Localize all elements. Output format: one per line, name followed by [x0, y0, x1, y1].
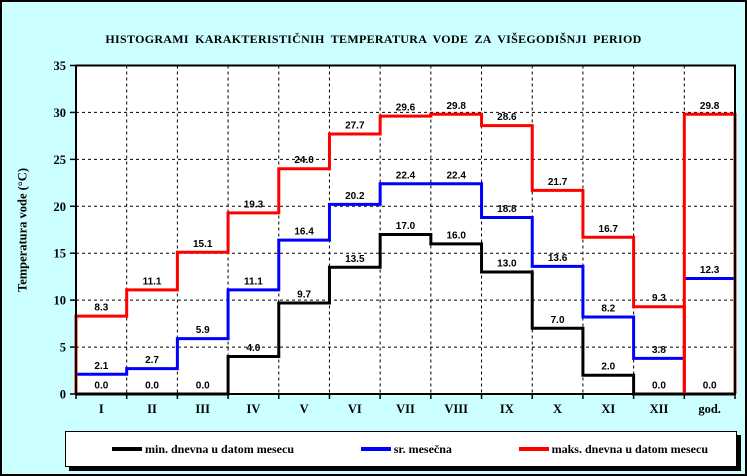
- x-tick-label: IV: [246, 402, 260, 416]
- y-tick-label: 30: [54, 106, 67, 120]
- x-tick-label: VI: [348, 402, 362, 416]
- y-tick-label: 5: [60, 341, 66, 355]
- chart-title: HISTOGRAMI KARAKTERISTIČNIH TEMPERATURA …: [105, 32, 642, 46]
- value-label: 8.3: [94, 303, 108, 314]
- value-label: 22.4: [446, 170, 466, 181]
- value-label: 0.0: [94, 381, 108, 392]
- value-label: 8.2: [601, 304, 615, 315]
- value-label: 0.0: [196, 381, 210, 392]
- x-tick-label: I: [99, 402, 104, 416]
- y-tick-label: 10: [54, 294, 67, 308]
- y-tick-label: 25: [54, 153, 67, 167]
- series-line-0: [76, 232, 685, 396]
- value-label: 9.3: [652, 293, 666, 304]
- value-label: 28.6: [497, 112, 517, 123]
- value-label: 13.5: [345, 254, 365, 265]
- y-tick-labels: 0 5 10 15 20 25 30 35: [54, 59, 67, 402]
- y-tick-label: 35: [54, 59, 67, 73]
- x-tick-label: X: [553, 402, 562, 416]
- value-label-annual: 29.8: [700, 101, 720, 112]
- x-tick-labels: I II III IV V VI VII VIII IX X XI XII god.: [99, 402, 721, 416]
- value-label: 5.9: [196, 325, 210, 336]
- value-label-annual: 0.0: [703, 381, 717, 392]
- value-labels: 0.0 0.0 0.0 4.0 9.7 13.5 17.0 16.0 13.0 7.0 2.0 0.0…: [94, 101, 719, 392]
- value-label: 11.1: [143, 276, 162, 287]
- value-label: 16.7: [599, 224, 619, 235]
- x-tick-label: XI: [601, 402, 615, 416]
- value-label: 13.6: [548, 253, 568, 264]
- x-tick-label: VII: [396, 402, 415, 416]
- value-label: 2.7: [145, 355, 159, 366]
- value-label: 22.4: [396, 170, 416, 181]
- value-label: 29.6: [396, 103, 416, 114]
- x-tick-label: IX: [500, 402, 514, 416]
- value-label: 16.0: [446, 230, 466, 241]
- value-label: 27.7: [345, 121, 365, 132]
- value-label: 2.1: [94, 361, 108, 372]
- value-label: 7.0: [551, 315, 565, 326]
- value-label: 13.0: [497, 258, 517, 269]
- y-tick-label: 0: [60, 388, 66, 402]
- value-label: 11.1: [244, 276, 263, 287]
- value-label: 18.8: [497, 204, 517, 215]
- value-label: 4.0: [246, 343, 260, 354]
- plot-frame: [75, 64, 736, 395]
- y-tick-label: 15: [54, 247, 67, 261]
- x-tick-label: III: [195, 402, 210, 416]
- avg-series-line-swatch: [360, 447, 391, 451]
- legend-label-max: maks. dnevna u datom mesecu: [551, 441, 708, 456]
- legend-label-avg: sr. mesečna: [393, 441, 452, 456]
- series-line-2: [74, 112, 686, 394]
- value-label: 19.3: [244, 199, 264, 210]
- value-label: 20.2: [345, 191, 365, 202]
- x-tick-label: VIII: [444, 402, 468, 416]
- series-line-1: [76, 182, 685, 376]
- value-label: 0.0: [652, 381, 666, 392]
- value-label: 24.0: [294, 155, 314, 166]
- value-label: 2.0: [601, 362, 615, 373]
- value-label: 3.8: [652, 345, 666, 356]
- legend-item-min: min. dnevna u datom mesecu: [112, 442, 294, 457]
- value-label: 0.0: [145, 381, 159, 392]
- y-tick-label: 20: [54, 200, 67, 214]
- x-tick-label: II: [147, 402, 157, 416]
- value-label: 29.8: [446, 101, 466, 112]
- legend-label-min: min. dnevna u datom mesecu: [145, 441, 295, 456]
- value-label: 15.1: [193, 239, 213, 250]
- value-label: 21.7: [548, 177, 568, 188]
- value-label: 16.4: [294, 227, 314, 238]
- legend: min. dnevna u datom mesecu sr. mesečna m…: [65, 431, 737, 467]
- value-label: 9.7: [297, 289, 311, 300]
- legend-item-avg: sr. mesečna: [360, 441, 452, 457]
- max-series-line-swatch: [518, 447, 549, 451]
- value-label-annual: 12.3: [700, 265, 720, 276]
- legend-item-max: maks. dnevna u datom mesecu: [518, 441, 708, 457]
- value-label: 17.0: [396, 221, 416, 232]
- min-series-line-swatch: [112, 447, 142, 451]
- x-tick-label: V: [300, 402, 309, 416]
- x-tick-label: god.: [698, 402, 721, 416]
- x-tick-label: XII: [650, 402, 669, 416]
